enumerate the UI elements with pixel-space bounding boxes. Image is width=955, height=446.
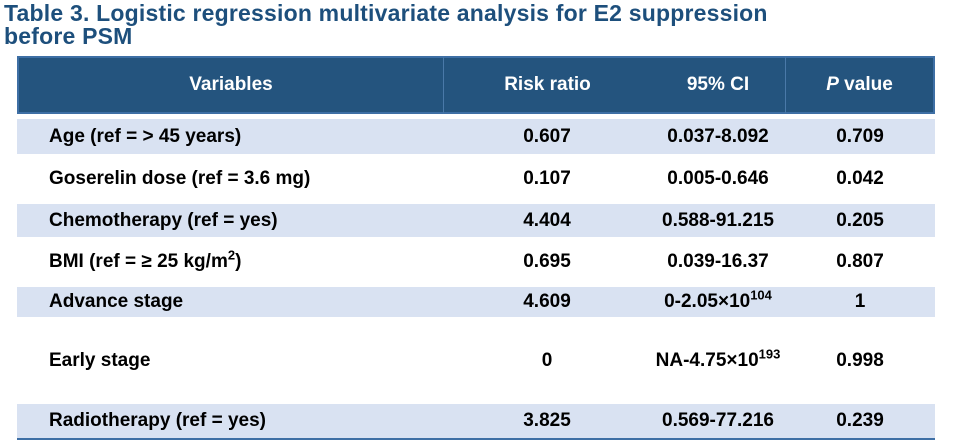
risk-ratio-cell: 4.404 <box>443 199 651 237</box>
p-value-cell: 0.998 <box>785 317 935 399</box>
table-row-advance-stage: Advance stage 4.609 0-2.05×10104 1 <box>17 282 935 317</box>
table-row-age: Age (ref = > 45 years) 0.607 0.037-8.092… <box>17 114 935 154</box>
risk-ratio-cell: 0 <box>443 317 651 399</box>
risk-ratio-cell: 4.609 <box>443 282 651 317</box>
p-value-cell: 0.042 <box>785 154 935 199</box>
column-header-p-value: P value <box>785 56 935 114</box>
risk-ratio-cell: 0.695 <box>443 237 651 282</box>
p-value-cell: 1 <box>785 282 935 317</box>
p-value-cell: 0.205 <box>785 199 935 237</box>
column-header-variables: Variables <box>17 56 443 114</box>
table-row-bmi: BMI (ref = ≥ 25 kg/m2) 0.695 0.039-16.37… <box>17 237 935 282</box>
ci-cell: NA-4.75×10193 <box>651 317 785 399</box>
variable-cell: Radiotherapy (ref = yes) <box>17 399 443 440</box>
table-row-radiotherapy: Radiotherapy (ref = yes) 3.825 0.569-77.… <box>17 399 935 440</box>
ci-cell: 0.005-0.646 <box>651 154 785 199</box>
variable-cell: Chemotherapy (ref = yes) <box>17 199 443 237</box>
ci-cell: 0.588-91.215 <box>651 199 785 237</box>
column-header-95ci: 95% CI <box>651 56 785 114</box>
variable-cell: Advance stage <box>17 282 443 317</box>
p-value-cell: 0.807 <box>785 237 935 282</box>
header-row: Variables Risk ratio 95% CI P value <box>17 56 935 114</box>
variable-cell: Goserelin dose (ref = 3.6 mg) <box>17 154 443 199</box>
table-title-line-2: before PSM <box>4 23 133 49</box>
results-table: Variables Risk ratio 95% CI P value Age … <box>17 56 935 440</box>
p-value-cell: 0.239 <box>785 399 935 440</box>
table-row-chemotherapy: Chemotherapy (ref = yes) 4.404 0.588-91.… <box>17 199 935 237</box>
ci-cell: 0.569-77.216 <box>651 399 785 440</box>
variable-cell: Age (ref = > 45 years) <box>17 114 443 154</box>
variable-cell: BMI (ref = ≥ 25 kg/m2) <box>17 237 443 282</box>
p-value-italic-p: P <box>826 74 839 95</box>
ci-cell: 0-2.05×10104 <box>651 282 785 317</box>
ci-cell: 0.037-8.092 <box>651 114 785 154</box>
table-header: Variables Risk ratio 95% CI P value <box>17 56 935 114</box>
p-value-cell: 0.709 <box>785 114 935 154</box>
table-title-line-1: Table 3. Logistic regression multivariat… <box>4 0 768 26</box>
table-row-goserelin-dose: Goserelin dose (ref = 3.6 mg) 0.107 0.00… <box>17 154 935 199</box>
risk-ratio-cell: 0.607 <box>443 114 651 154</box>
table-row-early-stage: Early stage 0 NA-4.75×10193 0.998 <box>17 317 935 399</box>
risk-ratio-cell: 0.107 <box>443 154 651 199</box>
column-header-risk-ratio: Risk ratio <box>443 56 651 114</box>
variable-cell: Early stage <box>17 317 443 399</box>
table-title: Table 3. Logistic regression multivariat… <box>4 2 768 48</box>
table-body: Age (ref = > 45 years) 0.607 0.037-8.092… <box>17 114 935 440</box>
risk-ratio-cell: 3.825 <box>443 399 651 440</box>
ci-cell: 0.039-16.37 <box>651 237 785 282</box>
